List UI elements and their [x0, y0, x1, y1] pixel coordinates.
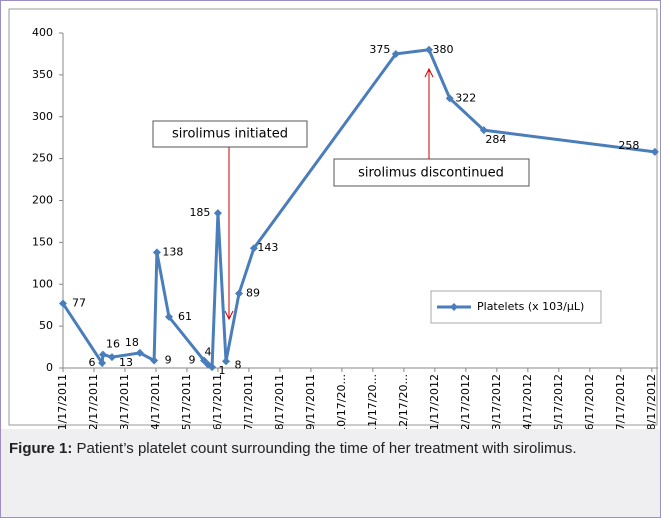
- data-label: 380: [432, 43, 453, 56]
- data-label: 143: [257, 241, 278, 254]
- data-label: 77: [72, 297, 86, 310]
- x-tick-label: 2/17/2012: [459, 374, 472, 429]
- data-label: 8: [235, 358, 242, 371]
- chart: sirolimus initiated sirolimus discontinu…: [8, 8, 659, 434]
- x-tick-label: 6/17/2012: [583, 374, 596, 429]
- x-tick-label: 9/17/2011: [304, 374, 317, 429]
- annotation: sirolimus discontinued: [358, 166, 504, 181]
- y-tick-label: 300: [32, 110, 53, 123]
- y-tick-label: 400: [32, 26, 53, 39]
- marker: [150, 356, 159, 365]
- data-label: 6: [89, 356, 96, 369]
- marker: [424, 45, 433, 54]
- x-tick-label: 4/17/2012: [521, 374, 534, 429]
- marker: [249, 244, 258, 253]
- y-tick-label: 50: [39, 319, 53, 332]
- x-tick-label: 3/17/2011: [118, 374, 131, 429]
- x-tick-label: 4/17/2011: [149, 374, 162, 429]
- marker: [59, 299, 67, 308]
- x-tick-label: 5/17/2011: [180, 374, 193, 429]
- x-tick-label: 5/17/2012: [552, 374, 565, 429]
- x-tick-label: 3/17/2012: [490, 374, 503, 429]
- annotation-box: [333, 158, 530, 187]
- marker: [650, 147, 659, 156]
- data-label: 9: [189, 353, 196, 366]
- marker: [391, 49, 400, 58]
- x-tick-label: 11/17/20...: [366, 374, 379, 429]
- data-label: 375: [369, 43, 390, 56]
- marker: [164, 312, 173, 321]
- x-tick-label: 8/17/2011: [273, 374, 286, 429]
- y-tick-label: 150: [32, 235, 53, 248]
- x-tick-label: 2/17/2011: [87, 374, 100, 429]
- x-tick-label: 6/17/2011: [211, 374, 224, 429]
- caption: Figure 1: Patient’s platelet count surro…: [1, 429, 660, 517]
- data-label: 18: [125, 336, 139, 349]
- x-tick-label: 7/17/2011: [242, 374, 255, 429]
- data-label: 1: [219, 364, 226, 377]
- x-tick-label: 8/17/2012: [645, 374, 658, 429]
- x-tick-label: 12/17/20...: [397, 374, 410, 429]
- data-label: 138: [162, 245, 183, 258]
- arrow-head: [224, 310, 234, 321]
- marker: [208, 363, 217, 372]
- marker: [107, 353, 116, 362]
- data-label: 89: [246, 286, 260, 299]
- data-label: 13: [119, 356, 133, 369]
- caption-label: Figure 1:: [9, 440, 73, 457]
- marker: [200, 356, 209, 365]
- data-label: 284: [485, 133, 506, 146]
- data-label: 4: [205, 346, 212, 359]
- marker: [445, 94, 454, 103]
- y-tick-label: 250: [32, 152, 53, 165]
- marker: [98, 358, 107, 367]
- data-label: 258: [618, 139, 639, 152]
- arrow-head: [424, 67, 434, 78]
- marker: [152, 248, 161, 257]
- x-tick-label: 1/17/2011: [56, 374, 69, 429]
- caption-text: Patient’s platelet count surrounding the…: [72, 440, 577, 457]
- legend-label: Platelets (x 103/µL): [477, 300, 584, 313]
- marker: [98, 350, 107, 359]
- x-tick-label: 1/17/2012: [428, 374, 441, 429]
- data-label: 16: [106, 338, 120, 351]
- annotation-box: [152, 120, 308, 148]
- y-tick-label: 200: [32, 194, 53, 207]
- annotation: sirolimus initiated: [172, 127, 288, 142]
- data-label: 322: [455, 91, 476, 104]
- y-tick-label: 0: [46, 361, 53, 374]
- x-tick-label: 7/17/2012: [614, 374, 627, 429]
- marker: [222, 357, 231, 366]
- marker: [213, 209, 222, 218]
- legend-marker: [450, 303, 458, 311]
- marker: [135, 348, 144, 357]
- data-label: 9: [165, 353, 172, 366]
- y-tick-label: 350: [32, 68, 53, 81]
- marker: [235, 289, 244, 298]
- y-tick-label: 100: [32, 277, 53, 290]
- chart-frame: [8, 8, 658, 426]
- data-label: 185: [189, 206, 210, 219]
- data-label: 61: [178, 310, 192, 323]
- x-tick-label: 10/17/20...: [335, 374, 348, 429]
